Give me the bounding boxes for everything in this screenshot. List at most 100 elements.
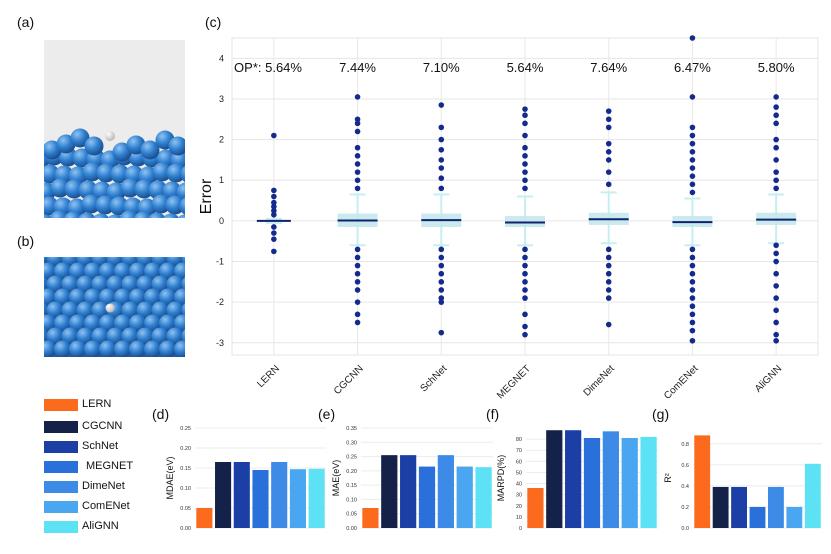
outlier-alignn-15 — [773, 295, 779, 301]
outlier-alignn-18 — [773, 331, 779, 338]
outlier-megnet-5 — [522, 153, 528, 159]
ytick-label-2: 2 — [219, 135, 224, 145]
outlier-cgcnn-10 — [354, 246, 361, 253]
outlier-dimenet-6 — [605, 169, 612, 175]
bar-f-ytick-5: 50 — [516, 470, 522, 476]
outlier-alignn-3 — [773, 120, 779, 127]
bar-f-ytick-0: 0 — [519, 526, 522, 532]
bar-d-ytick-2: 0.10 — [180, 486, 191, 492]
outlier-schnet-9 — [438, 254, 445, 261]
bar-e-ytick-7: 0.35 — [346, 426, 357, 432]
outlier-dimenet-15 — [605, 321, 612, 328]
outlier-alignn-0 — [773, 94, 779, 100]
outlier-schnet-15 — [438, 299, 445, 305]
surface-a-atoms — [44, 128, 185, 218]
outlier-megnet-17 — [522, 311, 528, 318]
bar-f-schnet — [565, 430, 582, 528]
outlier-alignn-4 — [773, 136, 779, 143]
outlier-comenet-18 — [689, 303, 696, 310]
panel-label-c: (c) — [205, 14, 222, 30]
outlier-dimenet-5 — [605, 157, 612, 163]
bar-d-comenet — [289, 469, 306, 528]
op-label-megnet: 5.64% — [507, 60, 544, 75]
outlier-megnet-10 — [522, 246, 528, 253]
legend-swatch-megnet — [44, 461, 78, 473]
outlier-cgcnn-8 — [354, 177, 361, 184]
ytick-label-4: 4 — [219, 53, 224, 63]
bar-g-ytick-4: 0.8 — [681, 442, 689, 448]
outlier-megnet-9 — [522, 185, 528, 192]
outlier-schnet-2 — [438, 136, 445, 143]
outlier-dimenet-0 — [605, 108, 612, 114]
bar-f-ytick-3: 30 — [516, 493, 522, 499]
outlier-schnet-0 — [438, 102, 445, 108]
bar-e-ylabel: MAE(eV) — [331, 460, 341, 497]
outlier-alignn-1 — [773, 104, 779, 110]
outlier-comenet-22 — [689, 337, 696, 344]
bar-e-megnet — [418, 466, 436, 528]
outlier-megnet-18 — [522, 323, 528, 330]
outlier-megnet-8 — [522, 177, 528, 184]
op-label-lern: OP*: 5.64% — [234, 60, 302, 75]
legend-label-megnet: MEGNET — [86, 460, 134, 472]
outlier-comenet-1 — [689, 94, 696, 100]
outlier-lern-2 — [271, 193, 277, 200]
outlier-cgcnn-3 — [354, 128, 361, 135]
legend-swatch-cgcnn — [44, 421, 78, 433]
bar-g-ytick-2: 0.4 — [681, 484, 689, 490]
bar-g-ytick-1: 0.2 — [681, 505, 689, 511]
outlier-cgcnn-15 — [354, 287, 361, 293]
outlier-alignn-19 — [773, 337, 779, 344]
outlier-alignn-12 — [773, 258, 779, 265]
outlier-megnet-2 — [522, 120, 528, 127]
outlier-lern-9 — [271, 236, 277, 242]
outlier-alignn-17 — [773, 319, 779, 326]
outlier-schnet-14 — [438, 295, 445, 301]
outlier-lern-8 — [271, 230, 277, 236]
outlier-cgcnn-9 — [354, 185, 361, 192]
bar-f-cgcnn — [546, 430, 563, 528]
outlier-dimenet-8 — [605, 246, 612, 253]
outlier-comenet-4 — [689, 140, 696, 147]
panel-label-f: (f) — [486, 406, 500, 422]
outlier-schnet-8 — [438, 246, 445, 253]
bar-e-ytick-6: 0.30 — [346, 440, 357, 446]
outlier-dimenet-14 — [605, 295, 612, 301]
outlier-cgcnn-1 — [354, 116, 361, 123]
bar-d-cgcnn — [215, 462, 232, 528]
outlier-cgcnn-11 — [354, 254, 361, 261]
bar-d-alignn — [308, 468, 325, 528]
outlier-megnet-6 — [522, 161, 528, 167]
bar-g-cgcnn — [712, 486, 729, 528]
outlier-alignn-10 — [773, 242, 779, 249]
outlier-alignn-16 — [773, 307, 779, 314]
outlier-cgcnn-0 — [354, 94, 361, 100]
op-label-alignn: 5.80% — [758, 60, 795, 75]
bar-e-ytick-4: 0.20 — [346, 469, 357, 475]
bar-d-megnet — [252, 470, 269, 528]
outlier-lern-6 — [271, 211, 277, 218]
bar-e-lern — [362, 508, 379, 528]
outlier-dimenet-2 — [605, 124, 612, 131]
legend-swatch-lern — [44, 399, 78, 411]
outlier-schnet-5 — [438, 165, 445, 171]
bar-d-ytick-1: 0.05 — [180, 506, 191, 512]
outlier-alignn-13 — [773, 270, 779, 277]
bar-f-ytick-2: 20 — [516, 504, 522, 510]
outlier-alignn-11 — [773, 250, 779, 257]
bar-g-comenet — [786, 506, 803, 528]
outlier-alignn-8 — [773, 177, 779, 184]
bar-d-ytick-5: 0.25 — [180, 426, 191, 432]
outlier-comenet-20 — [689, 319, 696, 326]
outlier-cgcnn-14 — [354, 279, 361, 285]
outlier-comenet-6 — [689, 157, 696, 163]
outlier-lern-7 — [271, 224, 277, 230]
outlier-dimenet-3 — [605, 140, 612, 147]
outlier-megnet-16 — [522, 295, 528, 301]
outlier-lern-3 — [271, 199, 277, 206]
panel-label-e: (e) — [318, 406, 336, 422]
outlier-cgcnn-13 — [354, 270, 361, 277]
panel-label-a: (a) — [17, 14, 35, 30]
outlier-lern-4 — [271, 203, 277, 210]
